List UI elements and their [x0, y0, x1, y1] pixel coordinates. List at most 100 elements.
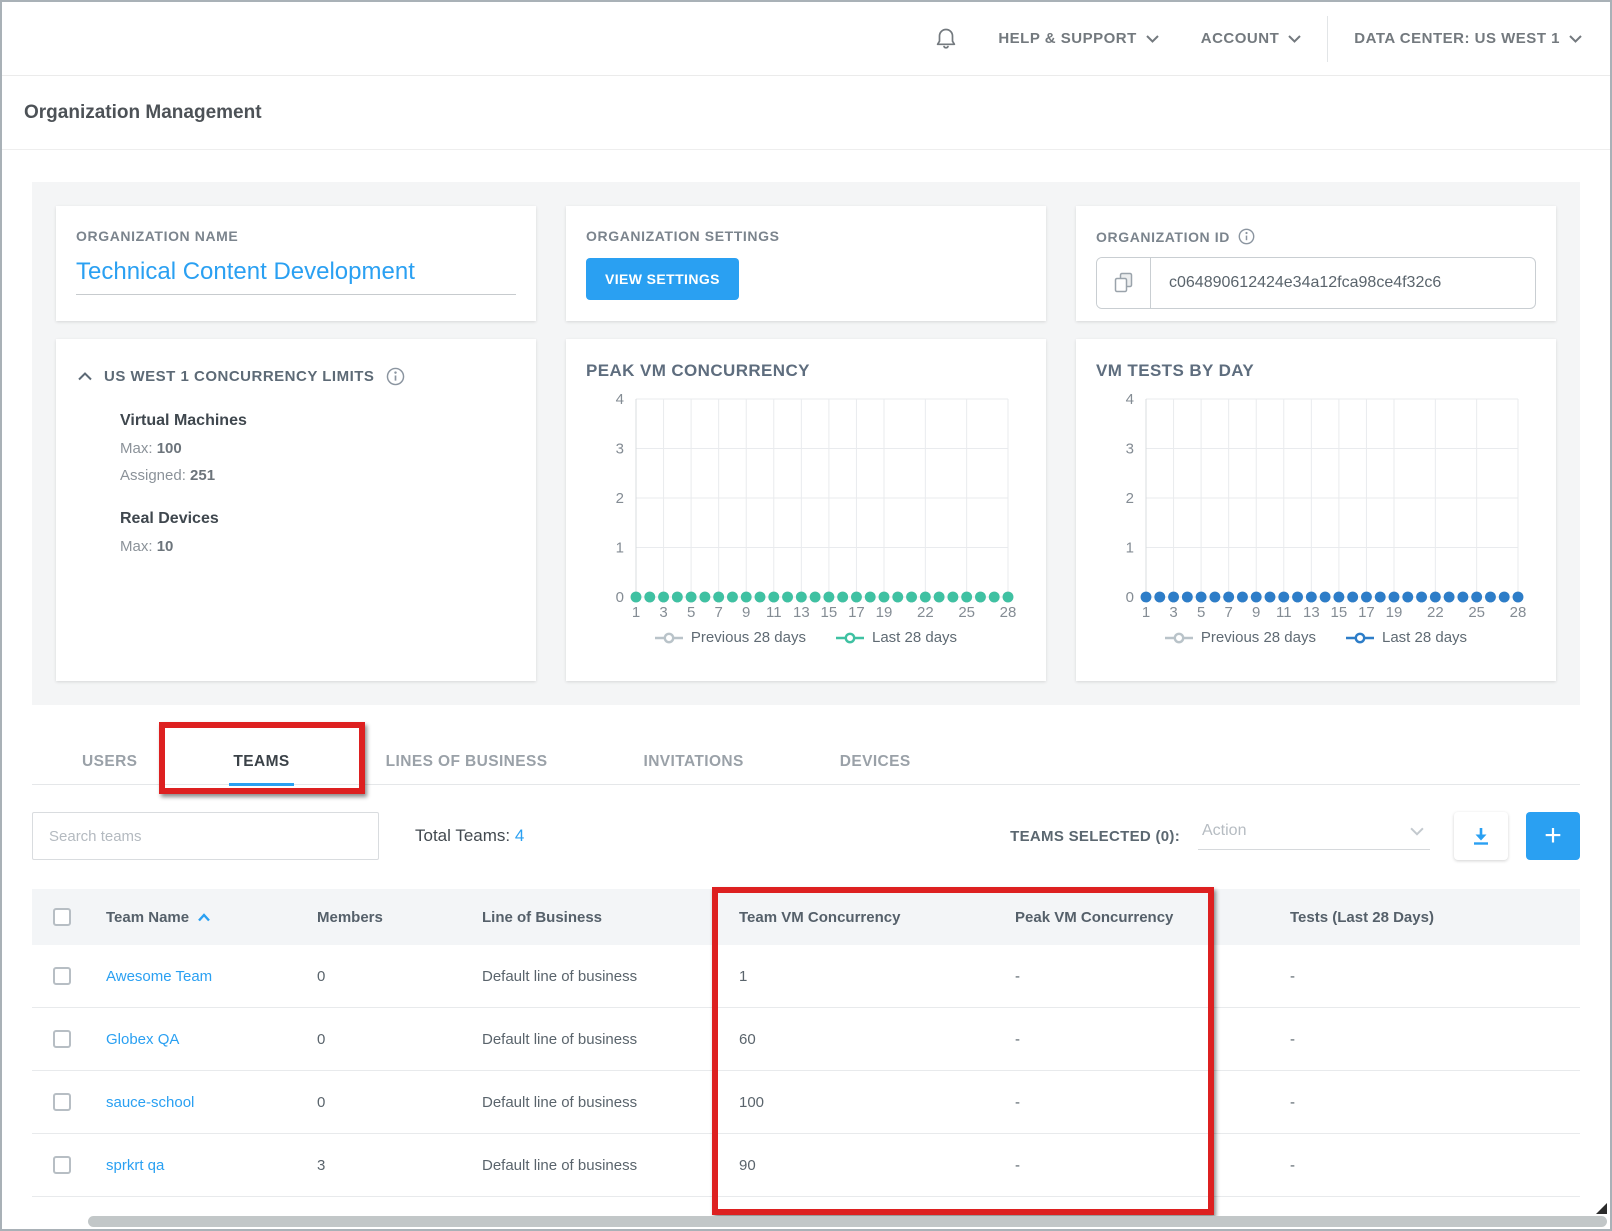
svg-text:13: 13	[793, 604, 810, 621]
table-row: sauce-school 0 Default line of business …	[32, 1071, 1580, 1134]
chart-legend: Previous 28 days Last 28 days	[586, 629, 1026, 646]
svg-text:11: 11	[766, 604, 782, 621]
download-teams-button[interactable]	[1454, 812, 1508, 860]
row-checkbox[interactable]	[53, 967, 71, 985]
svg-text:19: 19	[1386, 604, 1403, 621]
legend-label: Last 28 days	[872, 629, 957, 646]
svg-text:4: 4	[1126, 391, 1134, 408]
col-tests-last-28-days[interactable]: Tests (Last 28 Days)	[1274, 909, 1580, 926]
col-team-vm-concurrency[interactable]: Team VM Concurrency	[722, 909, 998, 926]
help-support-menu[interactable]: HELP & SUPPORT	[998, 30, 1158, 47]
data-center-label: DATA CENTER: US WEST 1	[1354, 30, 1560, 47]
team-name-link[interactable]: sauce-school	[106, 1094, 194, 1111]
bulk-action-select[interactable]: Action	[1198, 822, 1430, 850]
horizontal-scrollbar[interactable]	[88, 1216, 1607, 1227]
table-row: Globex QA 0 Default line of business 60 …	[32, 1008, 1580, 1071]
legend-item[interactable]: Previous 28 days	[1165, 629, 1316, 646]
chart-legend: Previous 28 days Last 28 days	[1096, 629, 1536, 646]
legend-item[interactable]: Last 28 days	[836, 629, 957, 646]
plus-icon: +	[1544, 821, 1562, 851]
tab-lines-of-business[interactable]: LINES OF BUSINESS	[386, 739, 548, 785]
organization-name-field[interactable]: Technical Content Development	[76, 258, 516, 295]
collapse-chevron-up-icon[interactable]	[78, 372, 92, 381]
svg-text:1: 1	[632, 604, 640, 621]
tests-cell: -	[1274, 968, 1580, 985]
organization-settings-card: ORGANIZATION SETTINGS VIEW SETTINGS	[566, 206, 1046, 321]
svg-text:15: 15	[1331, 604, 1348, 621]
add-team-button[interactable]: +	[1526, 812, 1580, 860]
row-checkbox[interactable]	[53, 1093, 71, 1111]
tests-cell: -	[1274, 1094, 1580, 1111]
copy-id-button[interactable]	[1097, 258, 1151, 308]
help-support-label: HELP & SUPPORT	[998, 30, 1136, 47]
total-teams: Total Teams: 4	[415, 826, 524, 846]
peak-vm-concurrency-chart-card: PEAK VM CONCURRENCY 01234135791113151719…	[566, 339, 1046, 681]
svg-text:5: 5	[687, 604, 695, 621]
chart-plot: 01234135791113151719222528	[1096, 387, 1536, 627]
peak-vm-cell: -	[998, 1157, 1274, 1174]
page-title: Organization Management	[24, 102, 262, 124]
copy-icon	[1113, 271, 1135, 295]
top-nav: HELP & SUPPORT ACCOUNT DATA CENTER: US W…	[2, 2, 1610, 76]
nav-divider	[1327, 16, 1328, 62]
data-center-menu[interactable]: DATA CENTER: US WEST 1	[1354, 30, 1582, 47]
teams-toolbar: Total Teams: 4 TEAMS SELECTED (0): Actio…	[32, 811, 1580, 861]
download-icon	[1471, 827, 1491, 845]
table-row: sprkrt qa 3 Default line of business 90 …	[32, 1134, 1580, 1197]
row-checkbox[interactable]	[53, 1030, 71, 1048]
select-all-checkbox[interactable]	[53, 908, 71, 926]
svg-text:3: 3	[659, 604, 667, 621]
col-line-of-business[interactable]: Line of Business	[472, 909, 722, 926]
svg-text:17: 17	[1358, 604, 1375, 621]
legend-item[interactable]: Previous 28 days	[655, 629, 806, 646]
svg-text:7: 7	[1224, 604, 1232, 621]
tab-teams[interactable]: TEAMS	[233, 739, 289, 785]
tab-users[interactable]: USERS	[82, 739, 137, 785]
chevron-down-icon	[1146, 35, 1159, 43]
team-name-link[interactable]: Globex QA	[106, 1031, 179, 1048]
team-name-link[interactable]: Awesome Team	[106, 968, 212, 985]
svg-text:1: 1	[1126, 540, 1134, 557]
svg-text:3: 3	[1169, 604, 1177, 621]
organization-overview-panel: ORGANIZATION NAME Technical Content Deve…	[32, 182, 1580, 705]
tab-devices[interactable]: DEVICES	[840, 739, 911, 785]
chart-title: VM TESTS BY DAY	[1096, 361, 1536, 381]
team-vm-cell: 90	[722, 1157, 998, 1174]
concurrency-limits-card: US WEST 1 CONCURRENCY LIMITS Virtual Mac…	[56, 339, 536, 681]
col-peak-vm-concurrency[interactable]: Peak VM Concurrency	[998, 909, 1274, 926]
notifications-bell-button[interactable]	[934, 26, 958, 52]
col-members[interactable]: Members	[302, 909, 472, 926]
organization-id-box: c064890612424e34a12fca98ce4f32c6	[1096, 257, 1536, 309]
svg-text:5: 5	[1197, 604, 1205, 621]
svg-text:1: 1	[616, 540, 624, 557]
search-teams-input[interactable]	[32, 812, 379, 860]
svg-text:15: 15	[821, 604, 838, 621]
legend-marker-icon	[1346, 632, 1374, 644]
chart-svg: 01234135791113151719222528	[1102, 387, 1530, 627]
lob-cell: Default line of business	[472, 1031, 722, 1048]
view-settings-button[interactable]: VIEW SETTINGS	[586, 258, 739, 300]
vm-assigned-line: Assigned: 251	[120, 467, 516, 484]
svg-text:25: 25	[958, 604, 975, 621]
tab-invitations[interactable]: INVITATIONS	[643, 739, 743, 785]
legend-label: Previous 28 days	[691, 629, 806, 646]
organization-name-card: ORGANIZATION NAME Technical Content Deve…	[56, 206, 536, 321]
svg-text:28: 28	[1510, 604, 1527, 621]
account-menu[interactable]: ACCOUNT	[1201, 30, 1302, 47]
legend-label: Previous 28 days	[1201, 629, 1316, 646]
peak-vm-cell: -	[998, 1094, 1274, 1111]
chart-title: PEAK VM CONCURRENCY	[586, 361, 1026, 381]
title-bar: Organization Management	[2, 76, 1610, 150]
svg-text:13: 13	[1303, 604, 1320, 621]
team-vm-cell: 60	[722, 1031, 998, 1048]
organization-id-value: c064890612424e34a12fca98ce4f32c6	[1151, 258, 1441, 308]
vm-tests-by-day-chart-card: VM TESTS BY DAY 012341357911131517192225…	[1076, 339, 1556, 681]
team-name-link[interactable]: sprkrt qa	[106, 1157, 164, 1174]
svg-text:11: 11	[1276, 604, 1292, 621]
sort-ascending-icon[interactable]	[197, 913, 211, 922]
legend-item[interactable]: Last 28 days	[1346, 629, 1467, 646]
row-checkbox[interactable]	[53, 1156, 71, 1174]
col-team-name[interactable]: Team Name	[106, 909, 189, 926]
organization-name-label: ORGANIZATION NAME	[76, 228, 516, 244]
legend-label: Last 28 days	[1382, 629, 1467, 646]
